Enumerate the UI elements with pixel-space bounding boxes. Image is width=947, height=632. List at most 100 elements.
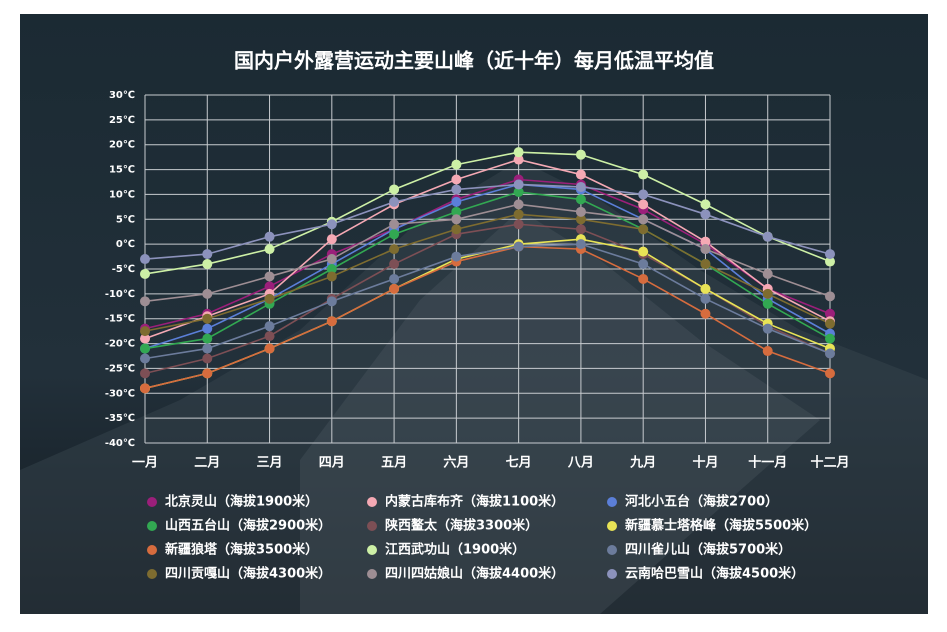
y-tick-label: 30℃ <box>109 90 135 101</box>
data-point <box>762 323 773 334</box>
background <box>20 14 928 614</box>
y-tick-label: -20℃ <box>105 339 135 350</box>
x-tick-label: 四月 <box>319 456 345 471</box>
data-point <box>825 348 835 359</box>
y-tick-label: 10℃ <box>109 189 135 200</box>
x-tick-label: 八月 <box>567 456 594 471</box>
data-point <box>825 249 835 260</box>
x-tick-label: 九月 <box>629 456 656 471</box>
series-line <box>144 213 831 332</box>
legend-marker <box>367 569 377 579</box>
data-point <box>140 368 150 379</box>
data-point <box>825 333 835 344</box>
data-point <box>202 323 213 334</box>
data-point <box>264 293 275 304</box>
legend-label: 四川雀儿山（海拔5700米） <box>625 542 791 558</box>
chart-title: 国内户外露营运动主要山峰（近十年）每月低温平均值 <box>234 49 714 73</box>
data-point <box>575 224 586 235</box>
data-point <box>326 234 337 245</box>
legend-label: 内蒙古库布齐（海拔1100米） <box>385 494 564 510</box>
legend-marker <box>607 497 617 507</box>
x-tick-label: 一月 <box>132 456 158 471</box>
data-point <box>513 147 524 158</box>
data-point <box>264 321 275 332</box>
data-point <box>575 169 586 180</box>
data-point <box>451 159 462 170</box>
y-tick-label: 15℃ <box>109 165 135 176</box>
data-point <box>575 239 586 250</box>
y-tick-label: -25℃ <box>105 363 135 374</box>
data-point <box>202 249 213 260</box>
data-point <box>575 194 586 205</box>
data-point <box>264 271 275 282</box>
legend-label: 云南哈巴雪山（海拔4500米） <box>625 566 804 582</box>
y-tick-label: -35℃ <box>105 413 135 424</box>
data-point <box>140 353 150 364</box>
data-point <box>700 283 711 294</box>
x-tick-label: 三月 <box>257 456 283 471</box>
series-line <box>144 183 831 350</box>
y-tick-label: -15℃ <box>105 314 135 325</box>
y-tick-label: 5℃ <box>116 214 135 225</box>
data-point <box>638 246 649 257</box>
data-point <box>326 316 337 327</box>
data-point <box>638 199 649 210</box>
x-tick-label: 十一月 <box>748 455 787 471</box>
data-point <box>389 219 400 230</box>
data-point <box>513 209 524 220</box>
data-point <box>825 368 835 379</box>
data-point <box>140 383 150 394</box>
series-line <box>144 183 831 260</box>
data-point <box>638 189 649 200</box>
y-tick-label: 20℃ <box>109 140 135 151</box>
data-point <box>326 271 337 282</box>
data-point <box>700 199 711 210</box>
x-tick-label: 十月 <box>692 455 718 471</box>
y-tick-label: -5℃ <box>112 264 135 275</box>
data-point <box>513 241 524 252</box>
data-point <box>264 244 275 255</box>
data-point <box>389 184 400 195</box>
legend-label: 河北小五台（海拔2700） <box>625 494 778 510</box>
data-point <box>762 298 773 309</box>
series-line <box>144 203 831 303</box>
series-line <box>144 243 831 360</box>
data-point <box>638 259 649 270</box>
data-point <box>264 281 275 292</box>
data-point <box>326 219 337 230</box>
data-point <box>140 326 150 337</box>
data-point <box>825 318 835 329</box>
legend-marker <box>607 569 617 579</box>
legend-label: 北京灵山（海拔1900米） <box>165 494 318 510</box>
data-point <box>202 333 213 344</box>
data-point <box>451 206 462 217</box>
data-point <box>389 273 400 284</box>
y-tick-label: 25℃ <box>109 115 135 126</box>
series-line <box>144 151 831 275</box>
data-point <box>264 331 275 342</box>
data-point <box>825 256 835 267</box>
legend-label: 山西五台山（海拔2900米） <box>165 518 331 534</box>
legend-marker <box>147 545 157 555</box>
y-tick-label: -30℃ <box>105 388 135 399</box>
data-point <box>389 244 400 255</box>
x-tick-label: 六月 <box>443 455 469 471</box>
legend-label: 陕西鳌太（海拔3300米） <box>385 518 538 534</box>
data-point <box>825 291 835 302</box>
data-point <box>638 224 649 235</box>
legend-marker <box>367 545 377 555</box>
legend-label: 江西武功山（1900米） <box>385 542 525 558</box>
legend-label: 四川四姑娘山（海拔4400米） <box>385 566 564 582</box>
data-point <box>575 206 586 217</box>
data-point <box>326 254 337 265</box>
legend-marker <box>367 521 377 531</box>
data-point <box>700 236 711 247</box>
data-point <box>575 181 586 192</box>
data-point <box>264 231 275 242</box>
data-point <box>202 343 213 354</box>
data-point <box>513 199 524 210</box>
x-tick-label: 二月 <box>194 456 220 471</box>
data-point <box>202 288 213 299</box>
